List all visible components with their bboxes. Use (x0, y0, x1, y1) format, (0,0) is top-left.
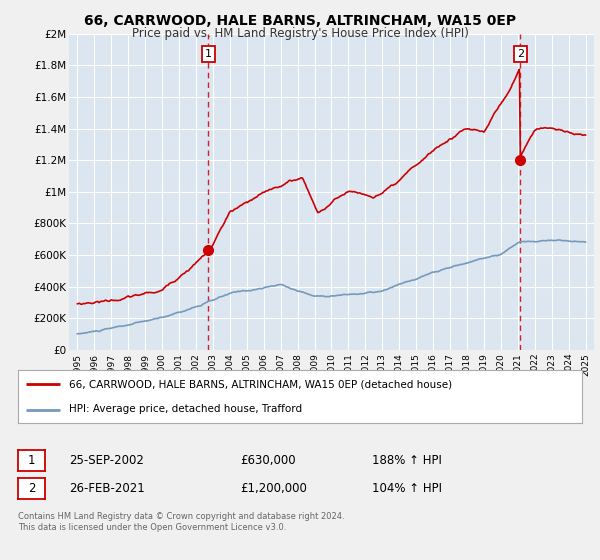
Text: 66, CARRWOOD, HALE BARNS, ALTRINCHAM, WA15 0EP (detached house): 66, CARRWOOD, HALE BARNS, ALTRINCHAM, WA… (69, 380, 452, 390)
Text: 104% ↑ HPI: 104% ↑ HPI (372, 482, 442, 495)
Text: 2: 2 (28, 482, 35, 495)
Text: 1: 1 (205, 49, 212, 59)
Text: 66, CARRWOOD, HALE BARNS, ALTRINCHAM, WA15 0EP: 66, CARRWOOD, HALE BARNS, ALTRINCHAM, WA… (84, 14, 516, 28)
Text: £1,200,000: £1,200,000 (240, 482, 307, 495)
Text: 188% ↑ HPI: 188% ↑ HPI (372, 454, 442, 467)
Text: 25-SEP-2002: 25-SEP-2002 (69, 454, 144, 467)
Text: 1: 1 (28, 454, 35, 467)
Text: Price paid vs. HM Land Registry's House Price Index (HPI): Price paid vs. HM Land Registry's House … (131, 27, 469, 40)
Text: £630,000: £630,000 (240, 454, 296, 467)
Text: HPI: Average price, detached house, Trafford: HPI: Average price, detached house, Traf… (69, 404, 302, 414)
Text: 2: 2 (517, 49, 524, 59)
Text: 26-FEB-2021: 26-FEB-2021 (69, 482, 145, 495)
Text: Contains HM Land Registry data © Crown copyright and database right 2024.
This d: Contains HM Land Registry data © Crown c… (18, 512, 344, 532)
